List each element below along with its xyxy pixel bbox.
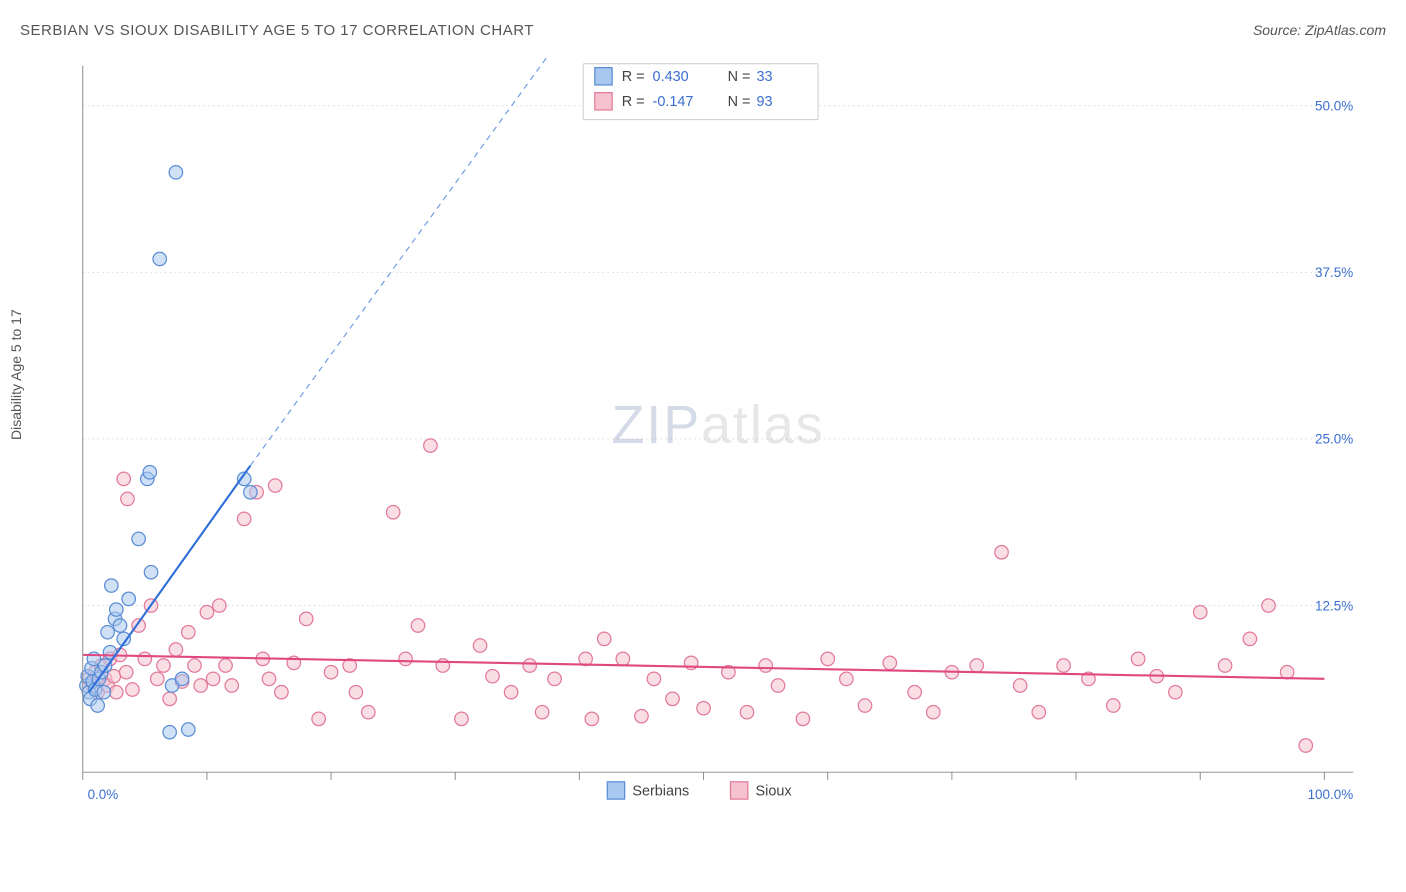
svg-text:N =: N = [728,69,751,85]
svg-text:R =: R = [622,69,645,85]
y-axis-label: Disability Age 5 to 17 [8,309,24,440]
series-serbians-points [80,166,257,739]
svg-text:0.430: 0.430 [653,69,689,85]
correlation-legend: R = 0.430 N = 33 R = -0.147 N = 93 [583,64,818,120]
svg-text:50.0%: 50.0% [1315,99,1353,114]
trend-lines [83,58,1325,692]
source-attribution: Source: ZipAtlas.com [1253,22,1386,38]
svg-text:93: 93 [757,94,773,110]
chart-title: SERBIAN VS SIOUX DISABILITY AGE 5 TO 17 … [20,22,534,39]
svg-text:25.0%: 25.0% [1315,432,1353,447]
svg-text:100.0%: 100.0% [1308,787,1354,802]
series-sioux-points [82,439,1312,752]
gridlines [83,106,1354,606]
svg-text:N =: N = [728,94,751,110]
series-legend: Serbians Sioux [607,782,792,799]
svg-text:Sioux: Sioux [756,783,793,799]
svg-text:12.5%: 12.5% [1315,598,1353,613]
correlation-scatter-plot: ZIPatlas R = 0.430 N = 33 R = -0.147 N = 93… [48,58,1388,828]
watermark: ZIPatlas [611,395,824,455]
svg-text:Serbians: Serbians [632,783,689,799]
svg-text:ZIPatlas: ZIPatlas [611,395,824,455]
svg-text:33: 33 [757,69,773,85]
svg-text:R =: R = [622,94,645,110]
svg-text:-0.147: -0.147 [653,94,694,110]
svg-text:0.0%: 0.0% [88,787,119,802]
svg-text:37.5%: 37.5% [1315,265,1353,280]
